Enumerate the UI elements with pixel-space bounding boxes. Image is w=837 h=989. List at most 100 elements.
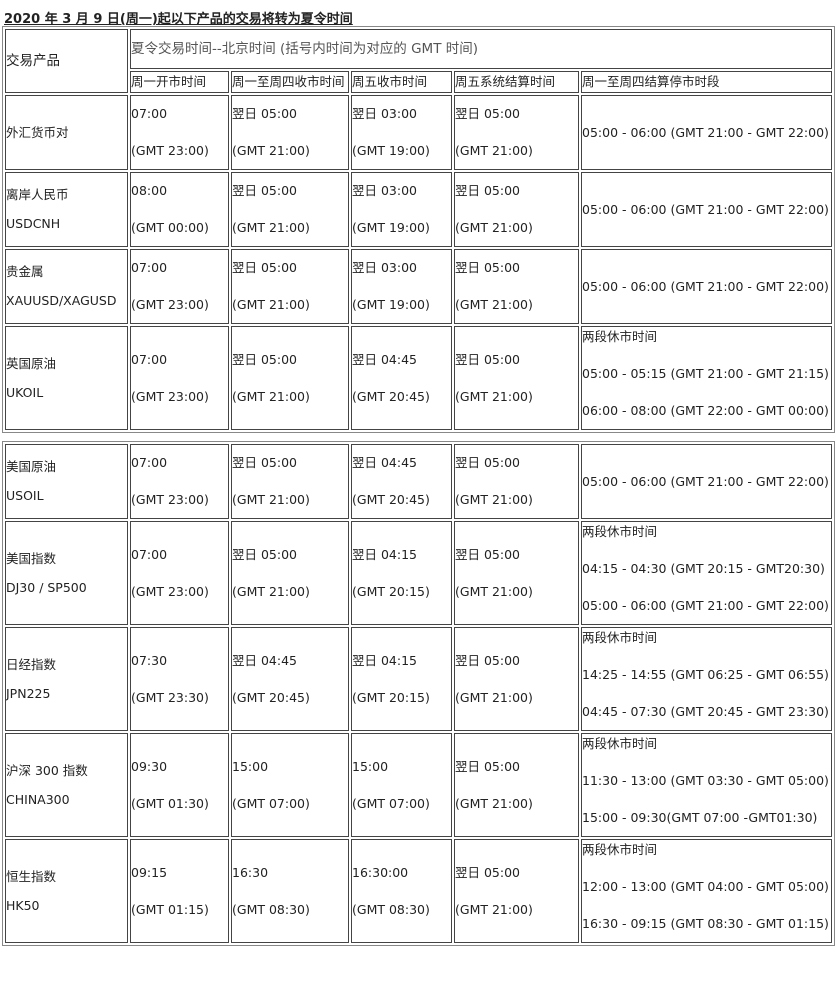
header-cell: 周五收市时间: [351, 71, 452, 93]
cell-line: 两段休市时间: [582, 736, 658, 751]
time-cell: 翌日 05:00 (GMT 21:00): [454, 733, 579, 837]
cell-line: 15:00: [232, 758, 269, 774]
cell-line: 15:00 - 09:30(GMT 07:00 -GMT01:30): [582, 810, 818, 825]
product-cell: 日经指数 JPN225: [5, 627, 128, 731]
cell-line: 05:00 - 05:15 (GMT 21:00 - GMT 21:15): [582, 366, 829, 381]
header-row: 交易产品 夏令交易时间--北京时间 (括号内时间为对应的 GMT 时间): [5, 29, 832, 93]
cell-line: HK50: [6, 897, 40, 913]
cell-line: (GMT 08:30): [352, 901, 430, 917]
table-row: 贵金属 XAUUSD/XAGUSD 07:00 (GMT 23:00) 翌日 05:00…: [5, 249, 832, 324]
time-cell: 翌日 05:00 (GMT 21:00): [454, 326, 579, 430]
cell-line: (GMT 21:00): [232, 583, 310, 599]
cell-line: 翌日 04:45: [232, 652, 297, 668]
time-cell: 翌日 05:00 (GMT 21:00): [454, 521, 579, 625]
time-cell: 07:00 (GMT 23:00): [130, 521, 229, 625]
product-cell: 美国指数 DJ30 / SP500: [5, 521, 128, 625]
cell-line: 07:00: [131, 351, 168, 367]
pause-cell: 两段休市时间 05:00 - 05:15 (GMT 21:00 - GMT 21:…: [581, 326, 832, 430]
cell-line: 翌日 05:00: [232, 351, 297, 367]
cell-line: (GMT 19:00): [352, 143, 430, 158]
cell-line: 翌日 05:00: [232, 106, 297, 121]
cell-line: 外汇货币对: [6, 124, 69, 140]
cell-line: 翌日 05:00: [455, 183, 520, 198]
time-cell: 翌日 05:00 (GMT 21:00): [454, 839, 579, 943]
pause-cell: 两段休市时间 04:15 - 04:30 (GMT 20:15 - GMT20:3…: [581, 521, 832, 625]
table-row: 美国原油 USOIL 07:00 (GMT 23:00) 翌日 05:00 (GMT 21…: [5, 444, 832, 519]
cell-line: UKOIL: [6, 384, 44, 400]
header-cell: 周一至周四结算停市时段: [581, 71, 832, 93]
table-row: 英国原油 UKOIL 07:00 (GMT 23:00) 翌日 05:00 (GMT 21…: [5, 326, 832, 430]
cell-line: (GMT 01:30): [131, 795, 209, 811]
table-row: 外汇货币对 07:00 (GMT 23:00) 翌日 05:00 (GMT 21:00)…: [5, 95, 832, 170]
time-cell: 翌日 05:00 (GMT 21:00): [231, 95, 349, 170]
time-cell: 翌日 04:45 (GMT 20:45): [351, 444, 452, 519]
cell-line: (GMT 23:30): [131, 689, 209, 705]
time-cell: 09:30 (GMT 01:30): [130, 733, 229, 837]
cell-line: (GMT 21:00): [455, 795, 533, 811]
cell-line: 美国原油: [6, 459, 57, 474]
cell-line: 14:25 - 14:55 (GMT 06:25 - GMT 06:55): [582, 667, 829, 682]
cell-line: (GMT 08:30): [232, 901, 310, 917]
cell-line: 恒生指数: [6, 868, 57, 884]
time-cell: 07:00 (GMT 23:00): [130, 249, 229, 324]
cell-line: 翌日 05:00: [232, 546, 297, 562]
cell-line: 两段休市时间: [582, 524, 658, 539]
header-cell: 交易产品: [5, 29, 128, 93]
time-cell: 翌日 04:15 (GMT 20:15): [351, 521, 452, 625]
time-cell: 15:00 (GMT 07:00): [351, 733, 452, 837]
cell-line: 翌日 05:00: [455, 758, 520, 774]
time-cell: 16:30 (GMT 08:30): [231, 839, 349, 943]
cell-line: 07:00: [131, 546, 168, 562]
time-cell: 07:00 (GMT 23:00): [130, 326, 229, 430]
cell-line: 翌日 05:00: [455, 546, 520, 562]
header-cell: 夏令交易时间--北京时间 (括号内时间为对应的 GMT 时间): [130, 29, 832, 69]
cell-line: 16:30:00: [352, 864, 409, 880]
cell-line: 16:30 - 09:15 (GMT 08:30 - GMT 01:15): [582, 916, 829, 931]
cell-line: 05:00 - 06:00 (GMT 21:00 - GMT 22:00): [582, 278, 829, 294]
cell-line: (GMT 20:45): [232, 689, 310, 705]
cell-line: 翌日 05:00: [455, 260, 520, 275]
cell-line: (GMT 21:00): [455, 901, 533, 917]
time-cell: 翌日 04:45 (GMT 20:45): [351, 326, 452, 430]
cell-line: 09:15: [131, 864, 168, 880]
schedule-table: 交易产品 夏令交易时间--北京时间 (括号内时间为对应的 GMT 时间) 周一开市时…: [2, 26, 835, 433]
cell-line: (GMT 23:00): [131, 143, 209, 158]
cell-line: (GMT 21:00): [455, 220, 533, 235]
time-cell: 翌日 05:00 (GMT 21:00): [231, 444, 349, 519]
product-cell: 美国原油 USOIL: [5, 444, 128, 519]
cell-line: 06:00 - 08:00 (GMT 22:00 - GMT 00:00): [582, 403, 829, 418]
pause-cell: 两段休市时间 14:25 - 14:55 (GMT 06:25 - GMT 06:…: [581, 627, 832, 731]
cell-line: JPN225: [6, 685, 51, 701]
table-row: 日经指数 JPN225 07:30 (GMT 23:30) 翌日 04:45 (GMT 2…: [5, 627, 832, 731]
header-cell: 周五系统结算时间: [454, 71, 579, 93]
cell-line: (GMT 23:00): [131, 583, 209, 599]
cell-line: (GMT 21:00): [455, 388, 533, 404]
cell-line: 翌日 05:00: [232, 183, 297, 198]
cell-line: 05:00 - 06:00 (GMT 21:00 - GMT 22:00): [582, 473, 829, 489]
cell-line: 翌日 05:00: [455, 106, 520, 121]
cell-line: (GMT 20:15): [352, 583, 430, 599]
cell-line: (GMT 19:00): [352, 220, 430, 235]
cell-line: 翌日 05:00: [232, 260, 297, 275]
cell-line: 04:45 - 07:30 (GMT 20:45 - GMT 23:30): [582, 704, 829, 719]
cell-line: 英国原油: [6, 355, 57, 371]
cell-line: 05:00 - 06:00 (GMT 21:00 - GMT 22:00): [582, 201, 829, 217]
cell-line: (GMT 21:00): [455, 689, 533, 705]
product-cell: 贵金属 XAUUSD/XAGUSD: [5, 249, 128, 324]
cell-line: 翌日 05:00: [232, 455, 297, 470]
cell-line: (GMT 21:00): [455, 143, 533, 158]
pause-cell: 05:00 - 06:00 (GMT 21:00 - GMT 22:00): [581, 444, 832, 519]
cell-line: 翌日 05:00: [455, 351, 520, 367]
cell-line: 翌日 04:45: [352, 455, 417, 470]
cell-line: 两段休市时间: [582, 842, 658, 857]
cell-line: (GMT 20:15): [352, 689, 430, 705]
table-row: 恒生指数 HK50 09:15 (GMT 01:15) 16:30 (GMT 08:30)…: [5, 839, 832, 943]
cell-line: 贵金属: [6, 264, 44, 279]
cell-line: XAUUSD/XAGUSD: [6, 293, 117, 308]
cell-line: (GMT 21:00): [455, 583, 533, 599]
header-cell: 周一至周四收市时间: [231, 71, 349, 93]
cell-line: 翌日 04:15: [352, 546, 417, 562]
cell-line: (GMT 21:00): [232, 220, 310, 235]
time-cell: 翌日 05:00 (GMT 21:00): [231, 521, 349, 625]
